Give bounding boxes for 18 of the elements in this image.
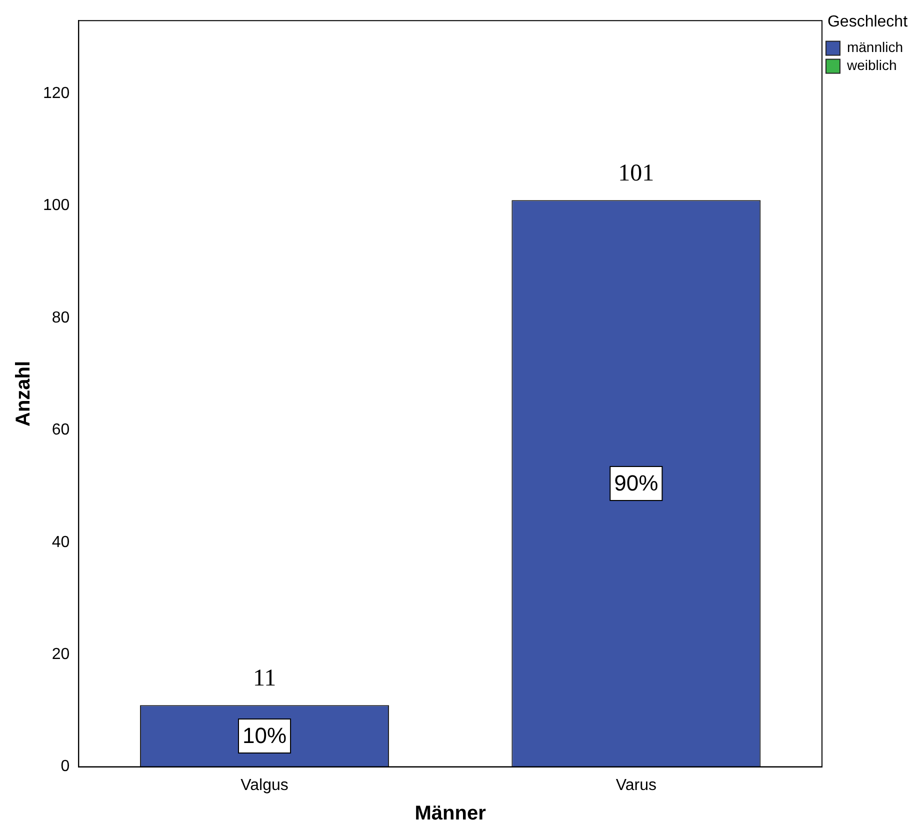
data-label: 101 [618,160,654,186]
x-tick-label: Valgus [240,776,288,794]
legend-label: männlich [846,39,904,56]
annotation: 10% [242,723,287,748]
y-tick-label: 80 [52,309,70,326]
y-tick-label: 20 [52,646,70,663]
legend-title: Geschlecht [827,13,908,30]
y-tick-label: 40 [52,534,70,551]
y-tick-label: 0 [60,758,70,776]
data-label: 11 [252,665,276,692]
annotation: 90% [614,470,658,496]
x-axis-title: Männer [414,802,486,825]
y-tick-label: 120 [42,84,70,102]
legend-label: weiblich [846,57,897,74]
y-tick-label: 100 [42,197,70,214]
y-tick-label: 60 [52,422,70,439]
x-tick-label: Varus [616,776,656,794]
y-axis-title: Anzahl [12,360,35,426]
